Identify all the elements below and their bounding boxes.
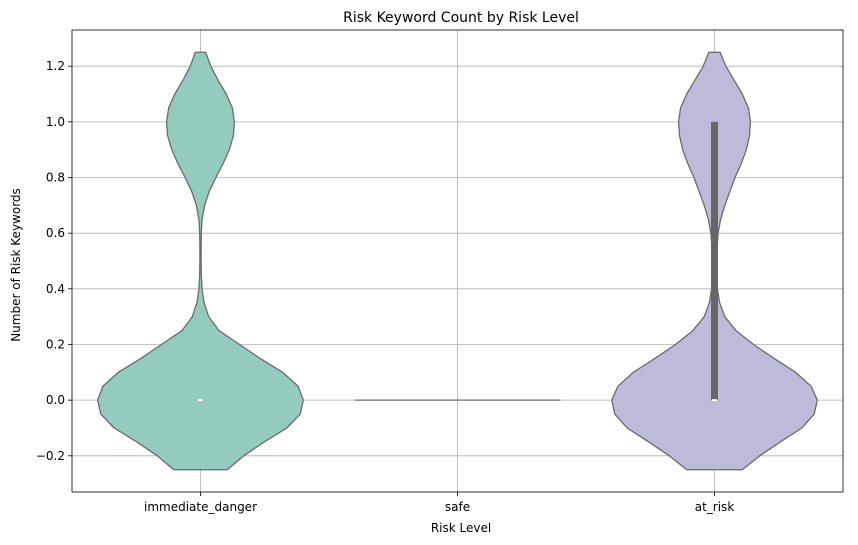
- x-tick-label: immediate_danger: [144, 500, 257, 514]
- y-tick-label: 1.0: [46, 115, 65, 129]
- x-tick-label: at_risk: [695, 500, 735, 514]
- violin-immediate_danger: [97, 51, 304, 471]
- inner-boxes: [198, 121, 718, 402]
- x-axis-label: Risk Level: [431, 521, 491, 535]
- y-tick-label: 0.0: [46, 393, 65, 407]
- y-axis-ticks: −0.2 0.0 0.2 0.4 0.6 0.8 1.0 1.2: [36, 59, 72, 463]
- x-axis-ticks: immediate_danger safe at_risk: [144, 492, 734, 514]
- y-tick-label: 0.6: [46, 226, 65, 240]
- y-tick-label: 1.2: [46, 59, 65, 73]
- y-tick-label: 0.2: [46, 337, 65, 351]
- iqr-box-at_risk: [711, 121, 718, 401]
- x-tick-label: safe: [445, 500, 470, 514]
- y-tick-label: 0.8: [46, 171, 65, 185]
- y-tick-label: 0.4: [46, 282, 65, 296]
- chart-title: Risk Keyword Count by Risk Level: [343, 10, 579, 26]
- y-axis-label: Number of Risk Keywords: [9, 188, 23, 342]
- y-tick-label: −0.2: [36, 449, 65, 463]
